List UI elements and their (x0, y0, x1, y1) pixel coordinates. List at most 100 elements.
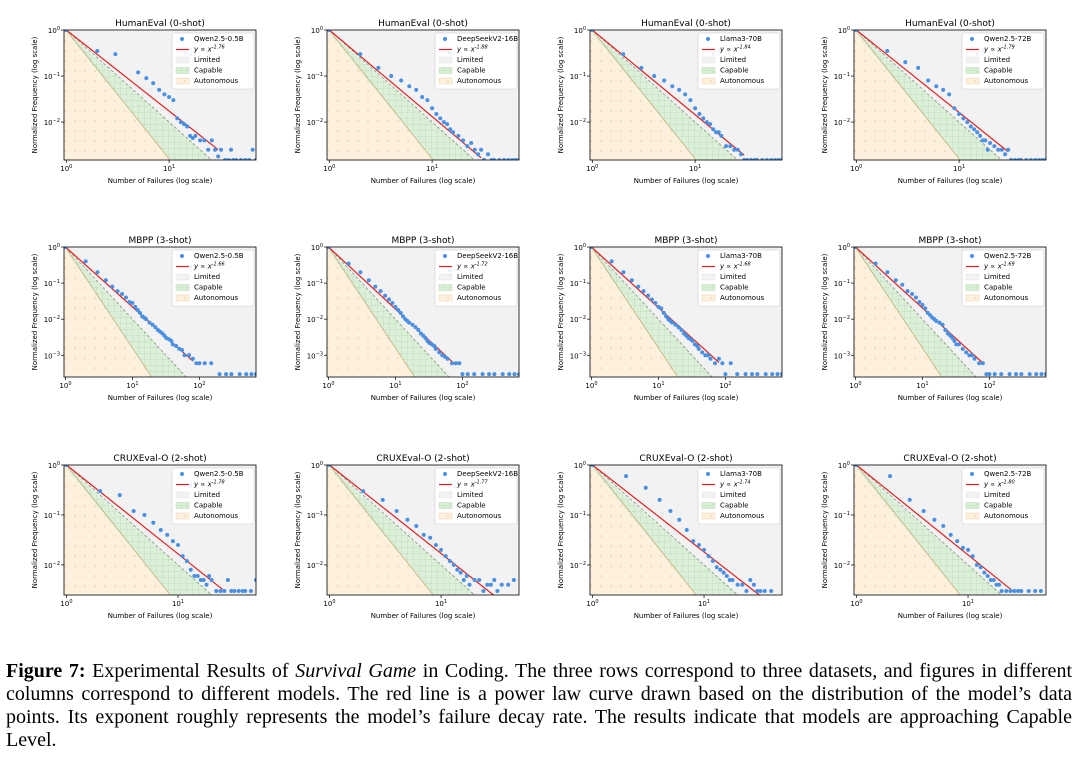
y-tick-label: 10−2 (44, 315, 60, 324)
data-point (926, 78, 931, 83)
data-point (445, 356, 450, 361)
capable-boundary (591, 247, 713, 377)
data-point (980, 361, 985, 366)
data-point (713, 361, 718, 366)
y-tick-label: 10−3 (307, 351, 323, 360)
data-point (247, 158, 252, 160)
data-point (696, 543, 701, 548)
y-tick-label: 100 (311, 26, 323, 35)
x-tick-label: 101 (389, 381, 401, 390)
x-axis-label: Number of Failures (log scale) (108, 394, 213, 402)
data-point (485, 582, 490, 587)
autonomous-boundary (65, 247, 152, 377)
data-point (131, 509, 136, 514)
data-point (968, 124, 973, 129)
x-tick-label: 101 (962, 599, 974, 608)
data-point (450, 361, 455, 366)
x-axis-label: Number of Failures (log scale) (634, 177, 739, 185)
data-point (250, 147, 255, 152)
data-point (708, 122, 713, 127)
legend: DeepSeekV2-16B y ∝ x-1.88 Limited Capable Au… (434, 32, 518, 90)
legend-label: DeepSeekV2-16B (457, 252, 518, 260)
data-point (697, 111, 702, 116)
data-point (934, 84, 939, 89)
legend-box (697, 249, 781, 307)
chart-title: HumanEval (0-shot) (641, 19, 731, 29)
y-tick-label: 10−1 (307, 511, 323, 520)
x-axis-label: Number of Failures (log scale) (108, 612, 213, 620)
autonomous-boundary (855, 30, 961, 160)
data-point (888, 474, 893, 479)
data-point (512, 372, 517, 377)
data-point (136, 70, 141, 75)
data-point (728, 361, 733, 366)
data-point (472, 372, 477, 377)
x-tick-label: 100 (850, 599, 862, 608)
data-point (243, 589, 248, 594)
data-point (649, 297, 654, 302)
data-point (476, 152, 481, 157)
capable-boundary (328, 247, 450, 377)
autonomous-boundary (329, 465, 434, 595)
legend-label: Autonomous (720, 77, 765, 85)
data-point (497, 158, 502, 160)
data-point (194, 361, 199, 366)
y-tick-label: 100 (48, 243, 60, 252)
chart-title: CRUXEval-O (2-shot) (113, 454, 206, 464)
legend-marker-autonomous (175, 77, 190, 85)
x-tick-label: 102 (456, 381, 468, 390)
legend-box (171, 249, 255, 307)
data-point (972, 356, 977, 361)
y-tick-label: 100 (838, 243, 850, 252)
caption-text-before: Experimental Results of (85, 660, 296, 682)
data-point (982, 570, 987, 575)
data-point (120, 291, 125, 296)
data-point (714, 565, 719, 570)
y-tick-label: 10−2 (570, 315, 586, 324)
panel-2-4: MBPP (3-shot) 100 101 102 10−3 10−2 10−1 100 Num… (820, 233, 1080, 438)
fit-line (592, 465, 761, 595)
legend-marker-points (706, 37, 710, 41)
data-point (720, 361, 725, 366)
autonomous-boundary (592, 465, 697, 595)
panel-2-2: MBPP (3-shot) 100 101 102 10−3 10−2 10−1 100 Num… (293, 233, 555, 438)
legend-label: Qwen2.5-0.5B (194, 470, 244, 478)
legend-label: Autonomous (984, 512, 1029, 520)
data-point (232, 589, 237, 594)
data-point (249, 372, 254, 377)
x-tick-label: 100 (586, 164, 598, 173)
x-tick-label: 102 (719, 381, 731, 390)
data-point (216, 154, 221, 159)
legend-marker-points (180, 37, 184, 41)
y-axis-label: Normalized Frequency (log scale) (557, 471, 565, 588)
legend-label: Autonomous (984, 77, 1029, 85)
x-axis-label: Number of Failures (log scale) (371, 394, 476, 402)
data-point (755, 158, 760, 160)
data-point (176, 543, 181, 548)
legend-marker-autonomous (438, 294, 453, 302)
data-point (643, 485, 648, 490)
data-point (677, 517, 682, 522)
data-point (952, 106, 957, 111)
autonomous-region (64, 30, 170, 160)
data-point (984, 372, 989, 377)
data-point (920, 302, 925, 307)
fit-line (328, 30, 482, 159)
plot-area (327, 247, 519, 377)
legend-box (434, 467, 518, 525)
data-point (244, 372, 249, 377)
data-point (952, 338, 957, 343)
legend-label: Autonomous (194, 512, 239, 520)
plot-area (64, 30, 256, 160)
legend-label: y ∝ x-1.77 (456, 480, 489, 489)
legend-marker-points (443, 472, 447, 476)
data-point (937, 320, 942, 325)
data-point (992, 372, 997, 377)
legend-label: Autonomous (194, 77, 239, 85)
x-axis-label: Number of Failures (log scale) (371, 177, 476, 185)
data-point (180, 347, 185, 352)
data-point (465, 144, 470, 149)
legend-label: Capable (720, 502, 749, 510)
data-point (955, 539, 960, 544)
data-point (730, 577, 735, 582)
